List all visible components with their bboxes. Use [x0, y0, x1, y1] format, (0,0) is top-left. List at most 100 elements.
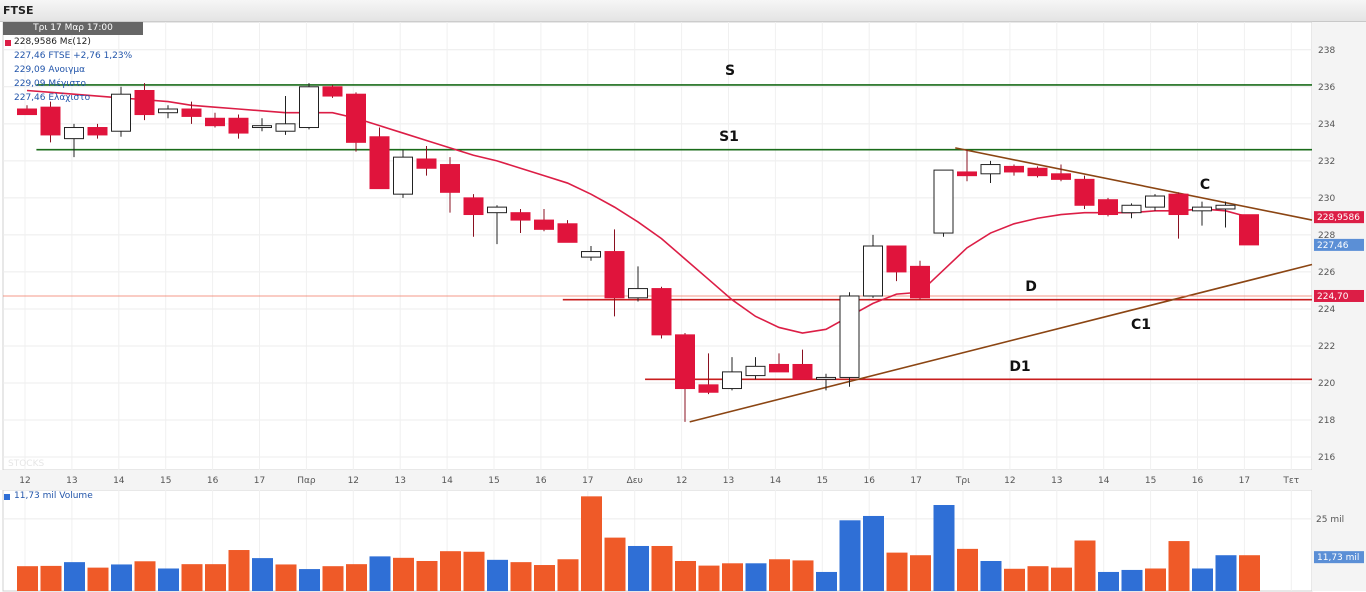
price-tick-label: 230 [1318, 194, 1335, 204]
candle-body [299, 86, 319, 129]
ma-legend-icon [5, 40, 11, 46]
candle-body [604, 251, 625, 299]
candle-body [181, 108, 202, 117]
candle-body [134, 89, 155, 116]
volume-tag-label: 11,73 mil [1317, 553, 1359, 563]
volume-bar [863, 515, 884, 591]
line-label-s: S [725, 63, 735, 79]
volume-bar [299, 569, 320, 591]
line-label-d: D [1025, 279, 1037, 295]
volume-value-label: 11,73 mil Volume [14, 491, 93, 501]
candle-body [40, 106, 61, 136]
line-label-d1: D1 [1009, 359, 1030, 375]
candle-body [745, 365, 766, 377]
candle-body [628, 288, 648, 299]
volume-bar [604, 537, 626, 591]
volume-bar [581, 496, 602, 591]
moving-average-line [26, 89, 1250, 334]
volume-tag [1314, 551, 1364, 564]
time-tick-label: Τρι [955, 476, 970, 486]
candle-body [1121, 204, 1142, 214]
volume-bar [769, 559, 790, 591]
time-tick-label: 16 [1192, 476, 1204, 486]
volume-bar [322, 566, 344, 591]
volume-bar [651, 545, 673, 591]
crosshair-time-box: Τρι 17 Μαρ 17:00 [3, 22, 143, 35]
high-label: 229,09 Μέγιστο [14, 79, 86, 89]
volume-bar [64, 562, 85, 591]
volume-bar [839, 520, 861, 591]
time-tick-label: 16 [207, 476, 219, 486]
time-axis-panel [0, 470, 1366, 490]
volume-bar [816, 571, 837, 591]
time-tick-label: 12 [19, 476, 30, 486]
volume-bar [1027, 566, 1049, 591]
volume-tick-label: 25 mil [1316, 515, 1344, 525]
volume-bar [1004, 568, 1025, 591]
volume-bar [440, 551, 461, 591]
candle-body [651, 288, 672, 336]
price-tag [1314, 289, 1364, 302]
time-tick-label: 15 [1145, 476, 1156, 486]
volume-bar [228, 550, 250, 591]
candle-body [463, 197, 484, 216]
candle-body [1074, 178, 1095, 206]
candle-body [910, 265, 930, 299]
volume-bar [792, 560, 814, 591]
volume-bar [745, 563, 767, 591]
candle-body [228, 117, 249, 134]
volume-bar [181, 564, 203, 591]
candle-body [64, 127, 84, 140]
price-tag-label: 227,46 [1317, 241, 1349, 251]
candle-body [346, 93, 366, 143]
volume-bar [557, 559, 579, 591]
time-tick-label: 15 [488, 476, 499, 486]
volume-bar [1215, 555, 1237, 591]
time-tick-label: 16 [535, 476, 547, 486]
volume-bar [1121, 569, 1143, 591]
candle-body [1192, 206, 1212, 212]
time-tick-label: 17 [582, 476, 593, 486]
time-tick-label: 14 [770, 476, 782, 486]
symbol-title: FTSE [3, 4, 34, 17]
candle-body [1051, 173, 1071, 180]
time-tick-label: 17 [1239, 476, 1250, 486]
volume-bar [1192, 568, 1213, 591]
candle-body [17, 108, 37, 116]
volume-bar [980, 560, 1002, 591]
candle-body [1027, 167, 1048, 177]
volume-bar [1074, 540, 1096, 591]
time-tick-label: 14 [113, 476, 125, 486]
volume-bar [910, 555, 931, 591]
price-tick-label: 228 [1318, 231, 1335, 241]
price-tick-label: 234 [1318, 120, 1335, 130]
candle-body [487, 206, 507, 214]
time-tick-label: 12 [676, 476, 687, 486]
price-tick-label: 220 [1318, 379, 1335, 389]
volume-bar [111, 564, 132, 591]
candle-body [698, 384, 719, 393]
price-tick-label: 218 [1318, 416, 1335, 426]
volume-axis-panel [1312, 490, 1366, 591]
volume-bar [675, 560, 696, 591]
candle-body [158, 108, 178, 114]
ma-value-label: 228,9586 Με(12) [14, 37, 91, 47]
line-label-s1: S1 [719, 129, 739, 145]
candle-body [886, 245, 907, 273]
volume-bar [1168, 541, 1190, 591]
candle-body [722, 371, 742, 390]
volume-bar [1051, 567, 1072, 591]
candle-body [440, 164, 460, 193]
volume-bar [886, 552, 908, 591]
time-tick-label: 17 [254, 476, 265, 486]
volume-bar [369, 556, 391, 591]
volume-bar [17, 566, 38, 591]
volume-bar [722, 563, 743, 591]
volume-bar [252, 558, 273, 591]
volume-bar [275, 564, 297, 591]
candle-body [581, 251, 601, 258]
time-tick-label: 15 [817, 476, 828, 486]
volume-bar [534, 565, 555, 591]
candle-body [1168, 193, 1189, 216]
